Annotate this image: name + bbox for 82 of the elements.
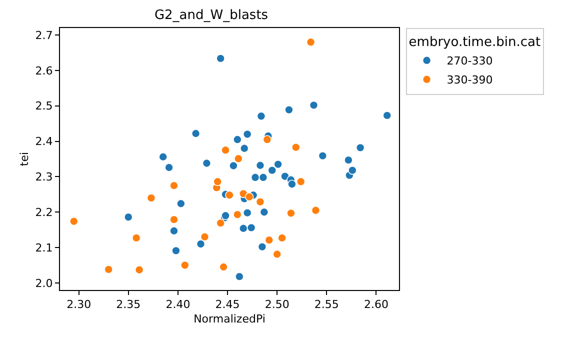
point xyxy=(256,197,265,206)
point xyxy=(146,194,156,202)
point xyxy=(216,218,225,228)
y-tick-label: 2.1 xyxy=(35,241,53,254)
point xyxy=(258,173,268,182)
point xyxy=(200,232,210,242)
chart-title: G2_and_W_blasts xyxy=(154,8,268,24)
point xyxy=(311,206,320,215)
point xyxy=(292,142,300,152)
point xyxy=(306,38,316,47)
point xyxy=(170,215,178,224)
point xyxy=(170,181,178,190)
point xyxy=(348,166,357,175)
legend-title: embryo.time.bin.cat xyxy=(408,34,541,50)
point xyxy=(235,272,244,281)
point xyxy=(104,265,113,274)
point xyxy=(262,135,272,144)
point xyxy=(309,100,318,110)
point xyxy=(296,177,306,186)
point xyxy=(158,152,168,162)
y-tick-label: 2.3 xyxy=(35,170,53,184)
point xyxy=(229,161,238,170)
x-tick-label: 2.35 xyxy=(116,298,141,312)
point xyxy=(278,234,286,242)
point xyxy=(344,156,353,164)
point xyxy=(69,216,78,226)
point xyxy=(288,180,296,189)
point xyxy=(244,192,254,202)
legend-label: 330-390 xyxy=(446,74,493,87)
point xyxy=(256,160,265,170)
point xyxy=(216,54,225,63)
x-tick-label: 2.45 xyxy=(215,298,240,312)
point xyxy=(256,112,266,121)
point xyxy=(124,212,133,222)
point xyxy=(260,208,269,217)
point xyxy=(356,143,365,152)
x-tick-label: 2.40 xyxy=(166,298,190,312)
point xyxy=(176,199,186,208)
point xyxy=(196,240,206,248)
x-tick-label: 2.30 xyxy=(66,298,92,312)
point xyxy=(318,151,328,160)
point xyxy=(234,154,243,164)
point xyxy=(274,160,282,169)
x-tick-label: 2.50 xyxy=(264,298,290,312)
point xyxy=(382,111,392,120)
point xyxy=(202,158,212,168)
y-tick-label: 2.0 xyxy=(35,276,53,290)
point xyxy=(238,224,248,233)
point xyxy=(219,262,228,272)
point xyxy=(264,236,274,244)
y-axis-title: tei xyxy=(18,152,31,166)
x-tick-label: 2.55 xyxy=(314,298,339,312)
point xyxy=(191,129,200,138)
point xyxy=(233,210,242,219)
point xyxy=(258,242,267,252)
point xyxy=(268,166,277,175)
point xyxy=(170,226,178,236)
point xyxy=(180,260,190,270)
point xyxy=(242,130,252,139)
point xyxy=(132,234,141,242)
point xyxy=(213,177,222,186)
point xyxy=(164,163,174,172)
point xyxy=(246,223,256,232)
point xyxy=(240,144,249,153)
point xyxy=(242,208,252,218)
point xyxy=(233,135,242,144)
y-tick-label: 2.4 xyxy=(35,135,53,148)
y-tick-label: 2.7 xyxy=(35,28,53,42)
point xyxy=(284,105,294,114)
point xyxy=(172,246,180,256)
point xyxy=(225,190,234,200)
point xyxy=(272,250,282,259)
point xyxy=(134,265,144,274)
x-tick-label: 2.60 xyxy=(364,298,388,312)
legend-label: 270-330 xyxy=(446,54,493,68)
y-tick-label: 2.6 xyxy=(35,64,53,78)
y-tick-label: 2.5 xyxy=(35,100,53,113)
y-tick-label: 2.2 xyxy=(35,206,53,219)
point xyxy=(286,208,296,218)
point xyxy=(221,146,230,155)
x-axis-title: NormalizedPi xyxy=(194,312,266,326)
point xyxy=(250,173,260,182)
